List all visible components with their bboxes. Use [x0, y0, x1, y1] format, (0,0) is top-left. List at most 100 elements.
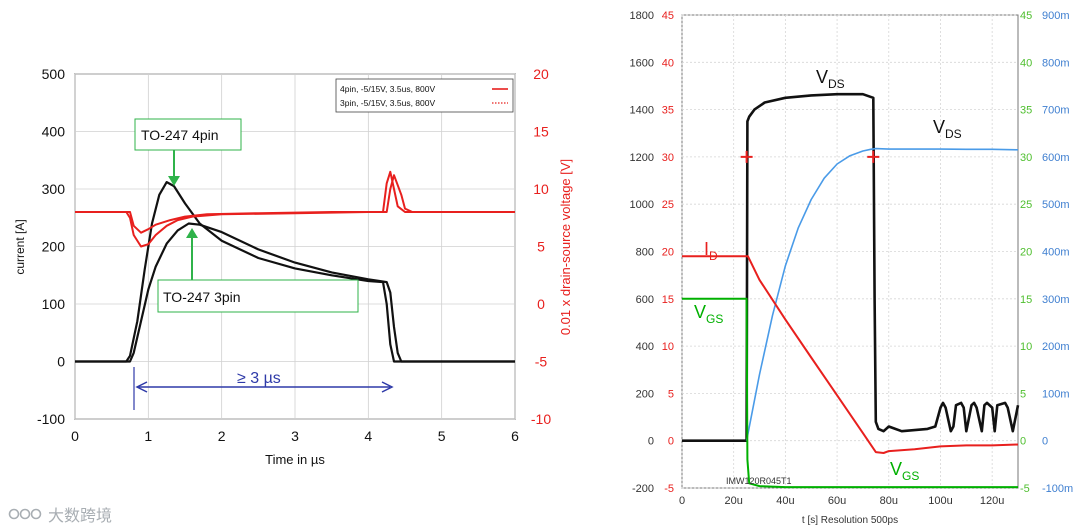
y-right-tick-label: 5 — [537, 239, 545, 255]
series-line-current — [75, 181, 515, 363]
y1-tick-label: 1200 — [630, 152, 654, 164]
device-label: IMW120R045T1 — [726, 476, 792, 486]
y2-tick-label: 35 — [662, 105, 674, 117]
y2-tick-label: 0 — [668, 436, 674, 448]
y3-tick-label: 200m — [1042, 341, 1070, 353]
y-green-tick-label: 15 — [1020, 294, 1032, 306]
label-id: ID — [704, 239, 718, 263]
y-green-tick-label: 35 — [1020, 105, 1032, 117]
y1-tick-label: 1000 — [630, 199, 654, 211]
series-line-current — [75, 222, 515, 363]
y2-tick-label: 15 — [662, 294, 674, 306]
y-green-tick-label: 30 — [1020, 152, 1032, 164]
chart-left-ylabel-left: current [A] — [13, 219, 27, 274]
vds-main-subscript: DS — [828, 77, 845, 91]
series-line-vds — [745, 147, 1019, 441]
y-left-tick-label: -100 — [37, 411, 65, 427]
watermark-logo-icon — [8, 508, 42, 520]
y2-tick-label: 5 — [668, 388, 674, 400]
y3-tick-label: 500m — [1042, 199, 1070, 211]
chart-left-ylabel-right: 0.01 x drain-source voltage [V] — [558, 159, 573, 335]
y-right-tick-label: -10 — [531, 411, 551, 427]
duration-arrowhead-left — [135, 381, 148, 393]
y-left-tick-label: 100 — [42, 296, 66, 312]
y-green-tick-label: 5 — [1020, 388, 1026, 400]
vgs-lower-symbol: V — [890, 459, 902, 479]
y-left-tick-label: 500 — [42, 66, 66, 82]
y-green-tick-label: 45 — [1020, 10, 1032, 22]
x-tick-label: 5 — [438, 428, 446, 444]
legend-entry-4pin: 4pin, -5/15V, 3.5us, 800V — [340, 84, 435, 94]
vds-marker-plus — [867, 150, 880, 163]
y-green-tick-label: -5 — [1020, 483, 1030, 495]
svg-text:VDS: VDS — [816, 67, 845, 91]
watermark-text: 大数跨境 — [48, 506, 113, 525]
label-vgs-lower: VGS — [890, 459, 919, 483]
x-tick-label: 3 — [291, 428, 299, 444]
y-right-tick-label: 20 — [533, 66, 549, 82]
chart-right-xlabel: t [s] Resolution 500ps — [802, 515, 898, 526]
vgs-lower-subscript: GS — [902, 469, 919, 483]
id-subscript: D — [709, 249, 718, 263]
series-line-id — [682, 255, 1019, 454]
annotation-4pin-label: TO-247 4pin — [141, 127, 219, 143]
label-vds-curve: VDS — [933, 117, 962, 141]
y-left-tick-label: 400 — [42, 124, 66, 140]
x-tick-label: 20u — [725, 495, 743, 507]
y3-tick-label: 900m — [1042, 10, 1070, 22]
chart-right-grid — [681, 14, 1018, 489]
duration-arrowhead-right — [381, 381, 394, 393]
series-line-voltage — [75, 174, 515, 234]
svg-text:VGS: VGS — [890, 459, 919, 483]
annotation-4pin-arrowhead — [168, 176, 180, 186]
x-tick-label: 40u — [776, 495, 794, 507]
y1-tick-label: 0 — [648, 436, 654, 448]
chart-left: 0 1 2 3 4 5 6 -100 0 100 200 300 400 500 -10 -5 0 5 10 15 20… — [13, 66, 573, 467]
y3-tick-label: 400m — [1042, 247, 1070, 259]
y2-tick-label: 30 — [662, 152, 674, 164]
vgs-upper-symbol: V — [694, 302, 706, 322]
x-tick-label: 100u — [928, 495, 952, 507]
y2-tick-label: 10 — [662, 341, 674, 353]
y3-tick-label: 0 — [1042, 436, 1048, 448]
chart-right-ticks: 0 20u 40u 60u 80u 100u 120u-200020040060080010… — [630, 10, 1074, 507]
annotation-duration: ≥ 3 µs — [133, 367, 394, 410]
y1-tick-label: -200 — [632, 483, 654, 495]
duration-label: ≥ 3 µs — [237, 370, 281, 387]
x-tick-label: 4 — [364, 428, 372, 444]
y3-tick-label: 300m — [1042, 294, 1070, 306]
y1-tick-label: 1800 — [630, 10, 654, 22]
chart-left-xlabel: Time in µs — [265, 452, 325, 467]
annotation-4pin: TO-247 4pin — [134, 118, 242, 186]
svg-text:VGS: VGS — [694, 302, 723, 326]
annotation-3pin-arrowhead — [186, 228, 198, 238]
y2-tick-label: 45 — [662, 10, 674, 22]
chart-right-series — [682, 92, 1020, 489]
y3-tick-label: 800m — [1042, 57, 1070, 69]
y1-tick-label: 600 — [636, 294, 654, 306]
x-tick-label: 0 — [71, 428, 79, 444]
vds-curve-subscript: DS — [945, 127, 962, 141]
y-green-tick-label: 40 — [1020, 57, 1032, 69]
chart-right: 0 20u 40u 60u 80u 100u 120u-200020040060080010… — [630, 10, 1074, 526]
y2-tick-label: 20 — [662, 247, 674, 259]
y-right-tick-label: 0 — [537, 296, 545, 312]
vds-main-symbol: V — [816, 67, 828, 87]
svg-text:ID: ID — [704, 239, 718, 263]
y-green-tick-label: 0 — [1020, 436, 1026, 448]
y2-tick-label: 40 — [662, 57, 674, 69]
y-left-tick-label: 200 — [42, 239, 66, 255]
series-line-voltage — [75, 170, 515, 248]
legend-entry-3pin: 3pin, -5/15V, 3.5us, 800V — [340, 98, 435, 108]
annotation-4pin-box — [134, 118, 242, 151]
x-tick-label: 0 — [679, 495, 685, 507]
vgs-upper-subscript: GS — [706, 312, 723, 326]
y3-tick-label: 700m — [1042, 105, 1070, 117]
id-symbol: I — [704, 239, 709, 259]
y-green-tick-label: 20 — [1020, 247, 1032, 259]
series-line-vgs — [682, 297, 1018, 489]
y1-tick-label: 800 — [636, 247, 654, 259]
label-vds-main: VDS — [816, 67, 845, 91]
x-tick-label: 80u — [880, 495, 898, 507]
